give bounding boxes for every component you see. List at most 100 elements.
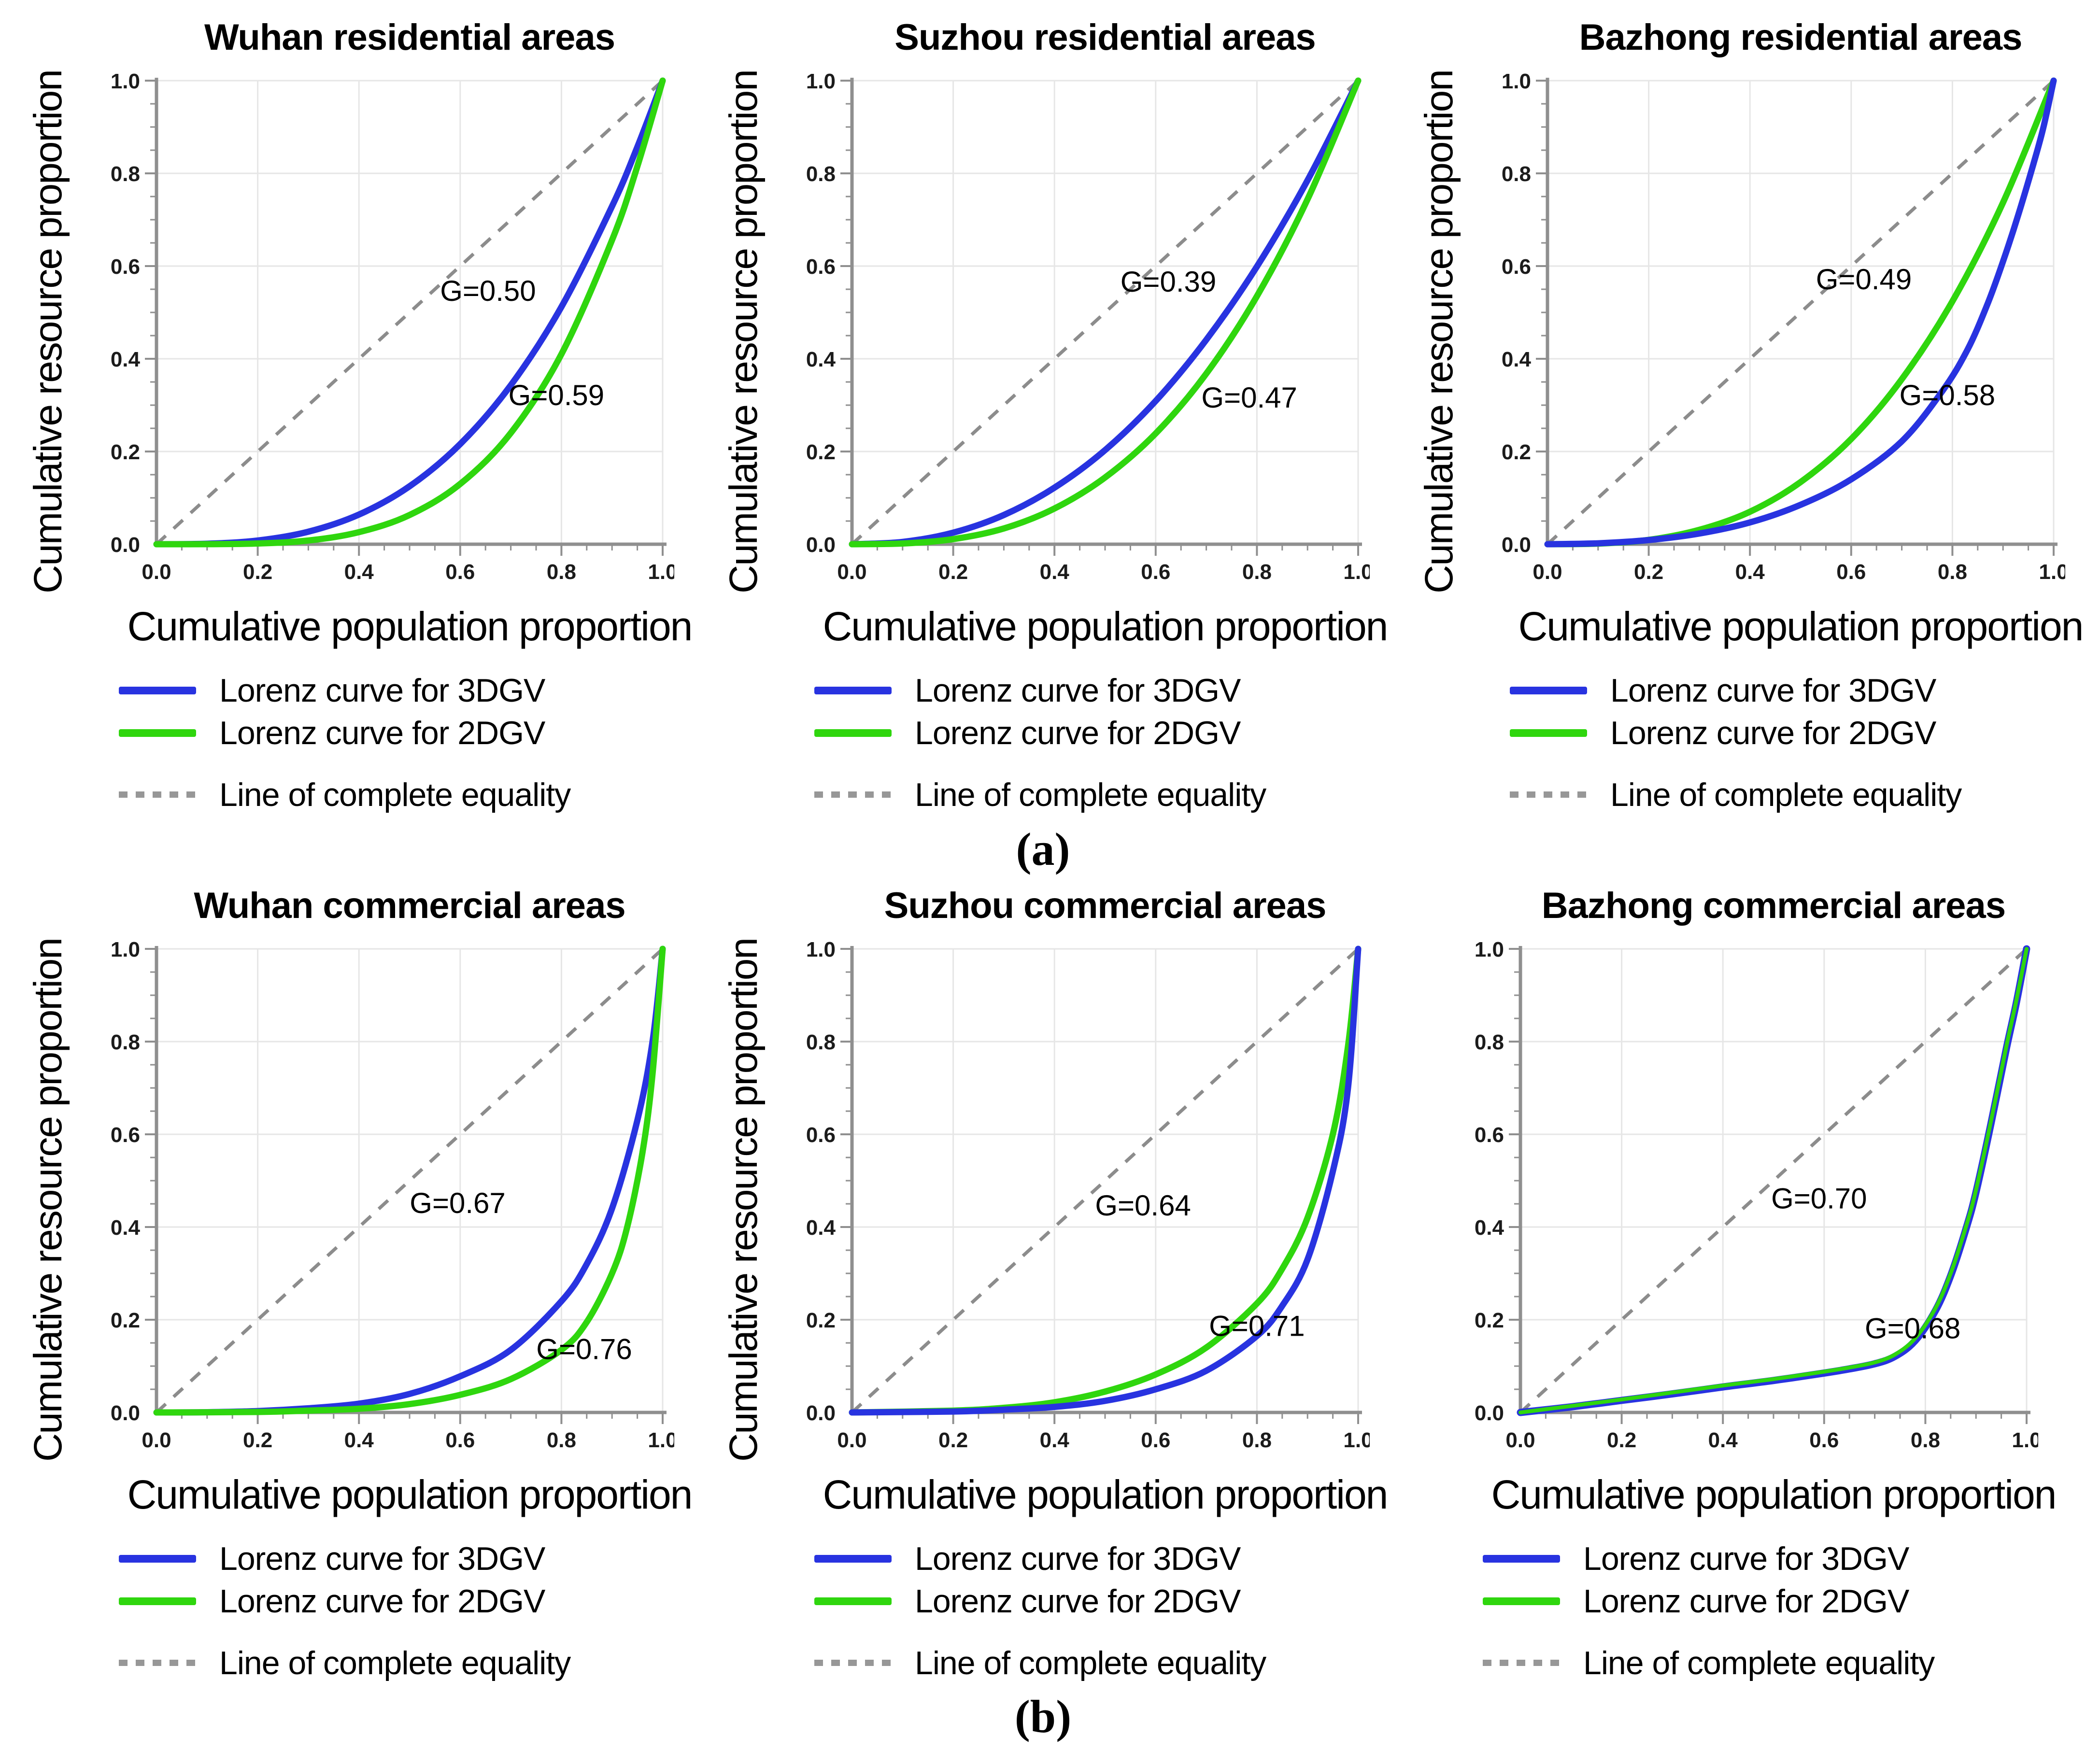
legend-label: Lorenz curve for 3DGV bbox=[915, 672, 1241, 709]
green-line-swatch bbox=[1483, 1597, 1560, 1605]
svg-text:0.8: 0.8 bbox=[1911, 1428, 1940, 1452]
legend-item-3dgv: Lorenz curve for 3DGV bbox=[1483, 1538, 1934, 1580]
svg-text:0.0: 0.0 bbox=[142, 1428, 171, 1452]
legend-item-3dgv: Lorenz curve for 3DGV bbox=[814, 669, 1266, 712]
lorenz-plot: 0.00.0 0.2 0.2 0.4 0.4 0.6 0.6 0.8 0.8 1.0 1.0 G=0.… bbox=[806, 70, 1370, 584]
svg-text:0.8: 0.8 bbox=[1242, 560, 1272, 584]
svg-text:0.4: 0.4 bbox=[111, 1216, 141, 1240]
svg-text:0.6: 0.6 bbox=[1141, 560, 1170, 584]
lorenz-plot: 0.00.0 0.2 0.2 0.4 0.4 0.6 0.6 0.8 0.8 1.0 1.0 G=0.… bbox=[111, 938, 674, 1452]
svg-text:0.6: 0.6 bbox=[445, 560, 475, 584]
chart-panel-suzhou-residential: Suzhou residential areas Cumulative reso… bbox=[695, 16, 1391, 816]
svg-text:0.0: 0.0 bbox=[142, 560, 171, 584]
svg-text:0.2: 0.2 bbox=[1502, 440, 1531, 464]
svg-text:1.0: 1.0 bbox=[1475, 938, 1504, 961]
blue-line-swatch bbox=[119, 1554, 196, 1563]
y-axis-label: Cumulative resource proportion bbox=[722, 938, 766, 1462]
svg-text:0.0: 0.0 bbox=[837, 1428, 866, 1452]
legend-item-equality: Line of complete equality bbox=[814, 1642, 1266, 1684]
lorenz-plot: 0.00.0 0.2 0.2 0.4 0.4 0.6 0.6 0.8 0.8 1.0 1.0 G=0.… bbox=[1475, 938, 2038, 1452]
y-axis-label: Cumulative resource proportion bbox=[26, 70, 70, 594]
legend-label: Lorenz curve for 2DGV bbox=[1610, 714, 1936, 751]
svg-text:1.0: 1.0 bbox=[1502, 70, 1531, 93]
svg-text:0.8: 0.8 bbox=[806, 162, 836, 186]
blue-line-swatch bbox=[814, 1554, 892, 1563]
svg-text:1.0: 1.0 bbox=[2039, 560, 2065, 584]
legend-label: Line of complete equality bbox=[915, 776, 1266, 813]
chart-legend: Lorenz curve for 3DGV Lorenz curve for 2… bbox=[814, 1538, 1266, 1684]
svg-text:0.2: 0.2 bbox=[243, 1428, 272, 1452]
blue-line-swatch bbox=[119, 686, 196, 694]
svg-text:0.0: 0.0 bbox=[111, 533, 140, 557]
legend-label: Lorenz curve for 3DGV bbox=[915, 1540, 1241, 1577]
svg-text:0.2: 0.2 bbox=[1475, 1309, 1504, 1332]
chart-title: Suzhou commercial areas bbox=[884, 885, 1327, 926]
svg-text:0.4: 0.4 bbox=[344, 1428, 374, 1452]
svg-text:0.4: 0.4 bbox=[1502, 348, 1532, 371]
svg-text:G=0.47: G=0.47 bbox=[1201, 381, 1297, 414]
svg-text:0.2: 0.2 bbox=[806, 440, 836, 464]
dashed-line-swatch bbox=[814, 791, 892, 798]
svg-text:G=0.67: G=0.67 bbox=[410, 1187, 506, 1220]
green-line-swatch bbox=[814, 1597, 892, 1605]
svg-text:0.6: 0.6 bbox=[806, 255, 836, 279]
svg-text:1.0: 1.0 bbox=[806, 70, 836, 93]
svg-text:0.8: 0.8 bbox=[1938, 560, 1967, 584]
svg-text:0.6: 0.6 bbox=[445, 1428, 475, 1452]
svg-text:0.4: 0.4 bbox=[344, 560, 374, 584]
svg-text:0.0: 0.0 bbox=[111, 1401, 140, 1425]
x-axis-label: Cumulative population proportion bbox=[823, 604, 1389, 649]
legend-item-equality: Line of complete equality bbox=[1483, 1642, 1935, 1684]
svg-text:0.2: 0.2 bbox=[938, 1428, 968, 1452]
svg-text:G=0.49: G=0.49 bbox=[1816, 263, 1912, 296]
legend-label: Lorenz curve for 3DGV bbox=[1610, 672, 1936, 709]
svg-text:0.4: 0.4 bbox=[1475, 1216, 1504, 1240]
svg-text:0.6: 0.6 bbox=[806, 1123, 836, 1147]
svg-text:G=0.39: G=0.39 bbox=[1121, 266, 1217, 298]
svg-text:0.0: 0.0 bbox=[806, 1401, 836, 1425]
legend-item-2dgv: Lorenz curve for 2DGV bbox=[814, 1580, 1266, 1623]
lorenz-plot: 0.00.0 0.2 0.2 0.4 0.4 0.6 0.6 0.8 0.8 1.0 1.0 G=0.… bbox=[806, 938, 1370, 1452]
svg-text:0.6: 0.6 bbox=[1836, 560, 1866, 584]
svg-text:0.4: 0.4 bbox=[1040, 560, 1070, 584]
svg-text:0.8: 0.8 bbox=[806, 1030, 836, 1054]
x-axis-label: Cumulative population proportion bbox=[127, 604, 693, 649]
chart-title: Wuhan residential areas bbox=[204, 17, 615, 58]
blue-line-swatch bbox=[1483, 1554, 1560, 1563]
svg-text:G=0.59: G=0.59 bbox=[509, 379, 605, 411]
svg-text:G=0.71: G=0.71 bbox=[1209, 1310, 1305, 1342]
svg-text:0.8: 0.8 bbox=[547, 1428, 576, 1452]
svg-text:0.6: 0.6 bbox=[1475, 1123, 1504, 1147]
svg-text:1.0: 1.0 bbox=[1343, 1428, 1370, 1452]
svg-text:0.6: 0.6 bbox=[1809, 1428, 1839, 1452]
chart-legend: Lorenz curve for 3DGV Lorenz curve for 2… bbox=[119, 1538, 571, 1684]
legend-item-equality: Line of complete equality bbox=[1510, 774, 1962, 816]
chart-legend: Lorenz curve for 3DGV Lorenz curve for 2… bbox=[1483, 1538, 1935, 1684]
svg-text:0.2: 0.2 bbox=[1634, 560, 1663, 584]
y-axis-label: Cumulative resource proportion bbox=[1417, 70, 1461, 594]
dashed-line-swatch bbox=[1483, 1660, 1560, 1666]
legend-label: Line of complete equality bbox=[219, 1644, 571, 1681]
panel-row-b: Wuhan commercial areas Cumulative resour… bbox=[0, 885, 2086, 1684]
legend-item-equality: Line of complete equality bbox=[119, 774, 571, 816]
dashed-line-swatch bbox=[119, 1660, 196, 1666]
chart-panel-wuhan-residential: Wuhan residential areas Cumulative resou… bbox=[0, 16, 695, 816]
svg-text:G=0.76: G=0.76 bbox=[536, 1333, 632, 1366]
x-axis-label: Cumulative population proportion bbox=[127, 1472, 693, 1518]
legend-label: Lorenz curve for 2DGV bbox=[915, 1582, 1241, 1620]
svg-text:G=0.58: G=0.58 bbox=[1900, 379, 1996, 411]
y-axis-label: Cumulative resource proportion bbox=[26, 938, 70, 1462]
dashed-line-swatch bbox=[1510, 791, 1587, 798]
legend-label: Lorenz curve for 2DGV bbox=[1583, 1582, 1909, 1620]
legend-item-2dgv: Lorenz curve for 2DGV bbox=[1483, 1580, 1934, 1623]
chart-panel-suzhou-commercial: Suzhou commercial areas Cumulative resou… bbox=[695, 885, 1391, 1684]
svg-text:0.2: 0.2 bbox=[1607, 1428, 1636, 1452]
legend-label: Lorenz curve for 2DGV bbox=[915, 714, 1241, 751]
x-axis-label: Cumulative population proportion bbox=[823, 1472, 1389, 1518]
chart-title: Bazhong commercial areas bbox=[1541, 885, 2006, 926]
svg-text:0.4: 0.4 bbox=[1708, 1428, 1738, 1452]
chart-legend: Lorenz curve for 3DGV Lorenz curve for 2… bbox=[814, 669, 1266, 816]
svg-text:G=0.64: G=0.64 bbox=[1095, 1189, 1191, 1222]
svg-text:0.0: 0.0 bbox=[1502, 533, 1531, 557]
lorenz-plot: 0.00.0 0.2 0.2 0.4 0.4 0.6 0.6 0.8 0.8 1.0 1.0 G=0.… bbox=[1502, 70, 2065, 584]
